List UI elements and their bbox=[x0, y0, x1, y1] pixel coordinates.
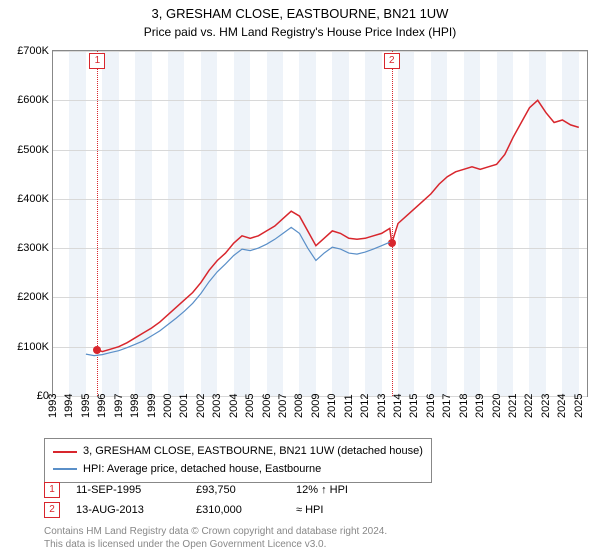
x-axis-label: 2017 bbox=[441, 394, 453, 418]
plot-area: £0£100K£200K£300K£400K£500K£600K£700K199… bbox=[52, 50, 588, 397]
footnote-line: This data is licensed under the Open Gov… bbox=[44, 538, 387, 551]
x-axis-label: 2002 bbox=[195, 394, 207, 418]
legend-item: HPI: Average price, detached house, East… bbox=[53, 461, 423, 479]
x-axis-label: 1995 bbox=[80, 394, 92, 418]
x-axis-label: 2001 bbox=[178, 394, 190, 418]
sale-row: 213-AUG-2013£310,000≈ HPI bbox=[44, 500, 396, 520]
x-axis-label: 2003 bbox=[211, 394, 223, 418]
x-axis-label: 2005 bbox=[244, 394, 256, 418]
x-axis-label: 2006 bbox=[261, 394, 273, 418]
x-axis-label: 2000 bbox=[162, 394, 174, 418]
chart-title: 3, GRESHAM CLOSE, EASTBOURNE, BN21 1UW bbox=[0, 0, 600, 23]
legend-item: 3, GRESHAM CLOSE, EASTBOURNE, BN21 1UW (… bbox=[53, 443, 423, 461]
y-axis-label: £300K bbox=[17, 242, 53, 254]
x-axis-label: 2024 bbox=[556, 394, 568, 418]
x-axis-label: 2010 bbox=[326, 394, 338, 418]
y-axis-label: £200K bbox=[17, 291, 53, 303]
x-axis-label: 2025 bbox=[573, 394, 585, 418]
x-axis-label: 2018 bbox=[458, 394, 470, 418]
footnote: Contains HM Land Registry data © Crown c… bbox=[44, 525, 387, 551]
x-axis-label: 2007 bbox=[277, 394, 289, 418]
x-axis-label: 1999 bbox=[146, 394, 158, 418]
y-axis-label: £600K bbox=[17, 94, 53, 106]
x-axis-label: 2012 bbox=[359, 394, 371, 418]
x-axis-label: 2013 bbox=[376, 394, 388, 418]
x-axis-label: 1993 bbox=[47, 394, 59, 418]
sale-row: 111-SEP-1995£93,75012% ↑ HPI bbox=[44, 480, 396, 500]
y-axis-label: £100K bbox=[17, 341, 53, 353]
x-axis-label: 1998 bbox=[129, 394, 141, 418]
x-axis-label: 2008 bbox=[293, 394, 305, 418]
x-axis-label: 2011 bbox=[343, 394, 355, 418]
x-axis-label: 2023 bbox=[540, 394, 552, 418]
chart-subtitle: Price paid vs. HM Land Registry's House … bbox=[0, 23, 600, 39]
y-axis-label: £400K bbox=[17, 193, 53, 205]
x-axis-label: 1996 bbox=[96, 394, 108, 418]
x-axis-label: 2009 bbox=[310, 394, 322, 418]
x-axis-label: 1994 bbox=[63, 394, 75, 418]
sales-footer: 111-SEP-1995£93,75012% ↑ HPI213-AUG-2013… bbox=[44, 480, 396, 520]
x-axis-label: 2014 bbox=[392, 394, 404, 418]
x-axis-label: 2015 bbox=[408, 394, 420, 418]
footnote-line: Contains HM Land Registry data © Crown c… bbox=[44, 525, 387, 538]
x-axis-label: 2021 bbox=[507, 394, 519, 418]
x-axis-label: 2004 bbox=[228, 394, 240, 418]
x-axis-label: 2022 bbox=[523, 394, 535, 418]
legend: 3, GRESHAM CLOSE, EASTBOURNE, BN21 1UW (… bbox=[44, 438, 432, 483]
y-axis-label: £700K bbox=[17, 45, 53, 57]
x-axis-label: 1997 bbox=[113, 394, 125, 418]
x-axis-label: 2019 bbox=[474, 394, 486, 418]
x-axis-label: 2020 bbox=[491, 394, 503, 418]
x-axis-label: 2016 bbox=[425, 394, 437, 418]
y-axis-label: £500K bbox=[17, 144, 53, 156]
